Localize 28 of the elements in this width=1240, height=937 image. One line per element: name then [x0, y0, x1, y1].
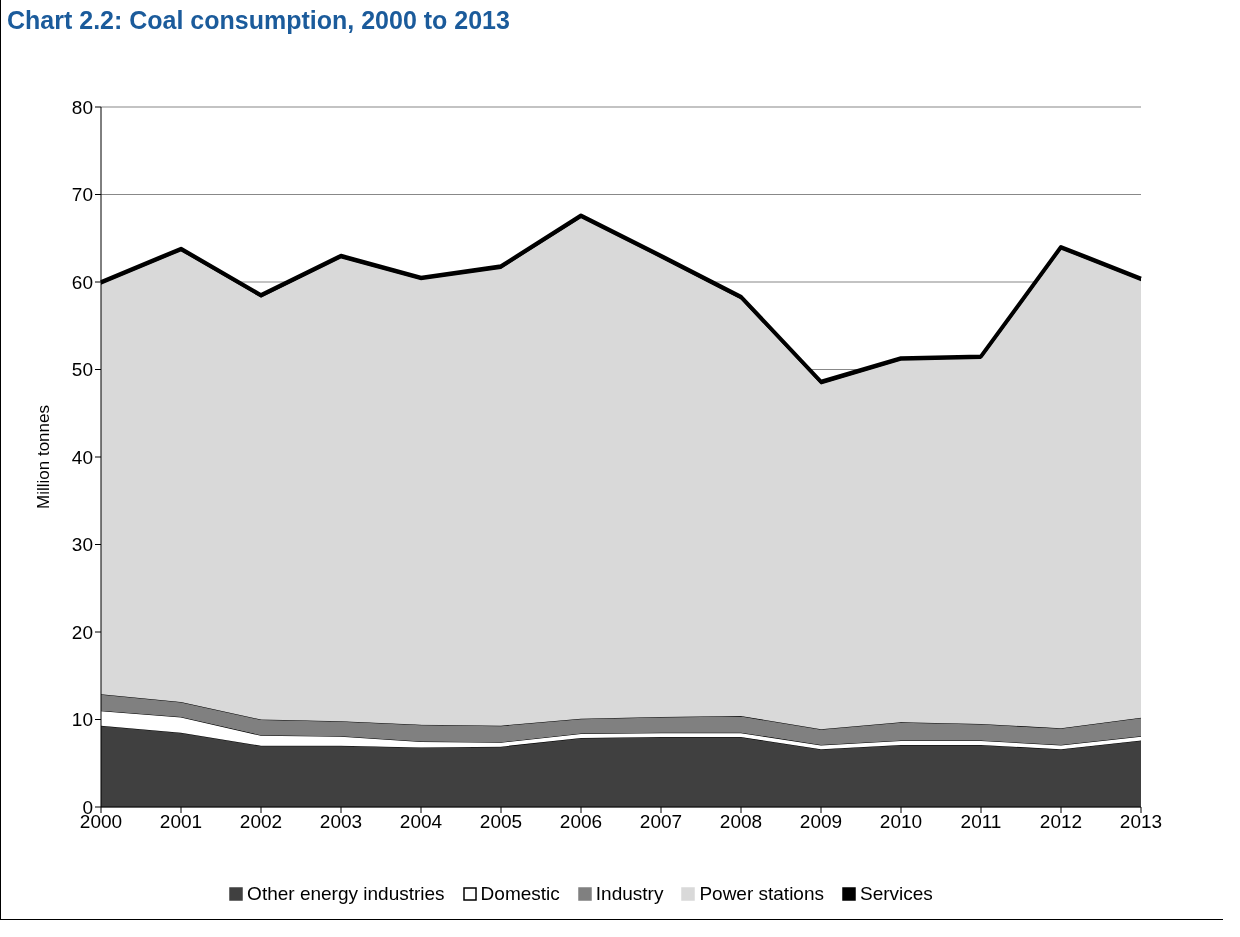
x-tick-label: 2006 — [559, 811, 603, 833]
legend-label: Power stations — [699, 883, 825, 905]
x-tick-label: 2003 — [319, 811, 363, 833]
y-tick-label: 10 — [71, 709, 93, 731]
x-tick-label: 2007 — [639, 811, 683, 833]
y-tick-label: 60 — [71, 271, 93, 293]
y-tick-label: 50 — [71, 359, 93, 381]
y-tick-label: 40 — [71, 446, 93, 468]
legend-label: Services — [860, 883, 933, 905]
y-tick-label: 70 — [71, 184, 93, 206]
x-tick-label: 2009 — [799, 811, 843, 833]
chart-title: Chart 2.2: Coal consumption, 2000 to 2013 — [6, 5, 511, 35]
x-tick-label: 2012 — [1039, 811, 1083, 833]
y-tick-label: 80 — [71, 96, 93, 118]
x-tick-label: 2013 — [1119, 811, 1163, 833]
x-tick-label: 2010 — [879, 811, 923, 833]
legend-label: Industry — [595, 883, 664, 905]
x-tick-label: 2004 — [399, 811, 443, 833]
legend-label: Other energy industries — [247, 883, 445, 905]
y-axis-title: Million tonnes — [34, 405, 54, 509]
legend-label: Domestic — [480, 883, 560, 905]
y-tick-label: 30 — [71, 534, 93, 556]
y-tick-label: 20 — [71, 621, 93, 643]
x-tick-label: 2005 — [479, 811, 523, 833]
x-tick-label: 2002 — [239, 811, 283, 833]
x-tick-label: 2001 — [159, 811, 203, 833]
x-tick-label: 2011 — [960, 811, 1002, 833]
x-tick-label: 2008 — [719, 811, 763, 833]
